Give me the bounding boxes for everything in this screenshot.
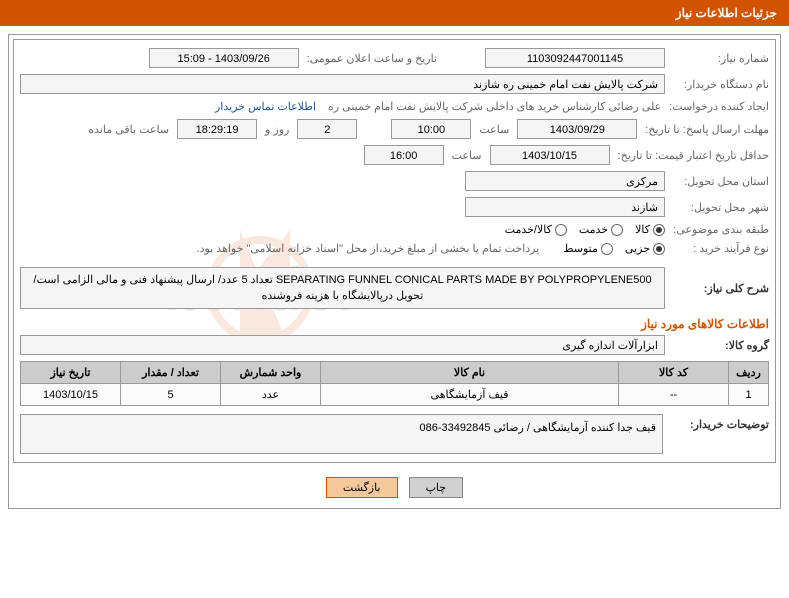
goods-group-label: گروه کالا: [669,339,769,352]
th-qty: تعداد / مقدار [121,362,221,384]
time-label-2: ساعت [448,149,486,162]
th-unit: واحد شمارش [221,362,321,384]
days-value: 2 [297,119,357,139]
min-valid-label: حداقل تاریخ اعتبار قیمت: تا تاریخ: [614,149,769,162]
print-button[interactable]: چاپ [409,477,464,498]
back-button[interactable]: بازگشت [326,477,398,498]
row-description: شرح کلی نیاز: SEPARATING FUNNEL CONICAL … [20,267,769,309]
row-deadline: مهلت ارسال پاسخ: تا تاریخ: 1403/09/29 سا… [20,119,769,139]
table-header-row: ردیف کد کالا نام کالا واحد شمارش تعداد /… [21,362,769,384]
radio-service[interactable]: خدمت [579,223,623,236]
form-panel: شماره نیاز: 1103092447001145 تاریخ و ساع… [13,39,776,463]
announce-value: 1403/09/26 - 15:09 [149,48,299,68]
deadline-time: 10:00 [391,119,471,139]
radio-both[interactable]: کالا/خدمت [505,223,567,236]
province-label: استان محل تحویل: [669,175,769,188]
buyer-desc-area: توضیحات خریدار: قیف جدا کننده آزمایشگاهی… [20,414,769,454]
need-number-value: 1103092447001145 [485,48,665,68]
payment-note: پرداخت تمام یا بخشی از مبلغ خرید،از محل … [197,242,540,255]
cell-num: 1 [729,384,769,406]
buyer-desc-text: قیف جدا کننده آزمایشگاهی / رضائی 3349284… [20,414,663,454]
outer-panel: شماره نیاز: 1103092447001145 تاریخ و ساع… [8,34,781,509]
buyer-desc-label: توضیحات خریدار: [669,414,769,454]
th-row: ردیف [729,362,769,384]
page-header: جزئیات اطلاعات نیاز [0,0,789,26]
radio-goods[interactable]: کالا [635,223,665,236]
th-date: تاریخ نیاز [21,362,121,384]
desc-text: SEPARATING FUNNEL CONICAL PARTS MADE BY … [20,267,665,309]
time-label-1: ساعت [475,123,513,136]
category-label: طبقه بندی موضوعی: [669,223,769,236]
announce-label: تاریخ و ساعت اعلان عمومی: [303,52,441,65]
goods-section-title: اطلاعات کالاهای مورد نیاز [20,317,769,331]
table-row: 1 -- قیف آزمایشگاهی عدد 5 1403/10/15 [21,384,769,406]
radio-icon [653,243,665,255]
cell-unit: عدد [221,384,321,406]
radio-icon [611,224,623,236]
remaining-label: ساعت باقی مانده [84,123,173,136]
days-and-label: روز و [261,123,293,136]
contact-link[interactable]: اطلاعات تماس خریدار [215,100,316,113]
page-title: جزئیات اطلاعات نیاز [676,6,777,20]
radio-small[interactable]: جزیی [625,242,665,255]
th-name: نام کالا [321,362,619,384]
row-category: طبقه بندی موضوعی: کالا خدمت کالا/خدمت [20,223,769,236]
row-need-number: شماره نیاز: 1103092447001145 تاریخ و ساع… [20,48,769,68]
city-value: شازند [465,197,665,217]
row-city: شهر محل تحویل: شازند [20,197,769,217]
countdown-value: 18:29:19 [177,119,257,139]
radio-medium[interactable]: متوسط [563,242,613,255]
process-radios: جزیی متوسط [563,242,665,255]
radio-icon [601,243,613,255]
goods-group-value: ابزارآلات اندازه گیری [20,335,665,355]
cell-qty: 5 [121,384,221,406]
row-goods-group: گروه کالا: ابزارآلات اندازه گیری [20,335,769,355]
deadline-label: مهلت ارسال پاسخ: تا تاریخ: [641,123,769,136]
requester-label: ایجاد کننده درخواست: [665,100,769,113]
buyer-org-label: نام دستگاه خریدار: [669,78,769,91]
row-requester: ایجاد کننده درخواست: علی رضائی کارشناس خ… [20,100,769,113]
requester-value: علی رضائی کارشناس خرید های داخلی شرکت پا… [328,100,661,113]
need-number-label: شماره نیاز: [669,52,769,65]
row-min-valid: حداقل تاریخ اعتبار قیمت: تا تاریخ: 1403/… [20,145,769,165]
city-label: شهر محل تحویل: [669,201,769,214]
cell-name: قیف آزمایشگاهی [321,384,619,406]
row-province: استان محل تحویل: مرکزی [20,171,769,191]
desc-label: شرح کلی نیاز: [669,282,769,295]
radio-icon [555,224,567,236]
radio-icon [653,224,665,236]
category-radios: کالا خدمت کالا/خدمت [505,223,665,236]
cell-code: -- [619,384,729,406]
buyer-org-value: شرکت پالایش نفت امام خمینی ره شازند [20,74,665,94]
row-buyer-org: نام دستگاه خریدار: شرکت پالایش نفت امام … [20,74,769,94]
row-process: نوع فرآیند خرید : جزیی متوسط پرداخت تمام… [20,242,769,255]
process-label: نوع فرآیند خرید : [669,242,769,255]
min-valid-time: 16:00 [364,145,444,165]
province-value: مرکزی [465,171,665,191]
min-valid-date: 1403/10/15 [490,145,610,165]
button-row: چاپ بازگشت [13,471,776,504]
th-code: کد کالا [619,362,729,384]
cell-date: 1403/10/15 [21,384,121,406]
goods-table: ردیف کد کالا نام کالا واحد شمارش تعداد /… [20,361,769,406]
deadline-date: 1403/09/29 [517,119,637,139]
